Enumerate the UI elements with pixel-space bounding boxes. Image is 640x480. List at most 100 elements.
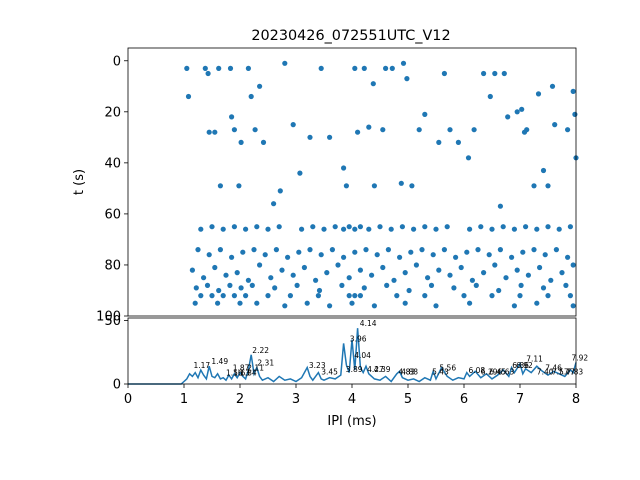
raster-point — [565, 127, 571, 133]
raster-point — [523, 224, 529, 230]
raster-point — [361, 65, 367, 71]
peak-label: 1.84 — [240, 369, 257, 378]
histogram-frame — [127, 317, 577, 385]
raster-point — [352, 293, 358, 299]
peak-label: 4.88 — [401, 367, 418, 376]
raster-title: 20230426_072551UTC_V12 — [251, 28, 450, 44]
raster-point — [254, 224, 260, 230]
raster-point — [220, 293, 226, 299]
raster-point — [249, 282, 255, 288]
raster-point — [455, 139, 461, 145]
raster-point — [441, 247, 447, 253]
raster-point — [204, 282, 211, 288]
raster-point — [220, 226, 226, 232]
peak-label: 2.22 — [252, 346, 269, 355]
raster-point — [238, 139, 244, 145]
raster-point — [366, 226, 372, 232]
peak-label: 5.43 — [432, 367, 449, 376]
raster-point — [563, 282, 569, 288]
raster-point — [282, 303, 288, 309]
raster-point — [411, 226, 417, 232]
raster-point — [389, 65, 395, 71]
peak-label: 4.27 — [367, 365, 384, 374]
raster-point — [559, 270, 565, 276]
raster-point — [447, 127, 453, 133]
peak-label: 7.40 — [537, 367, 554, 376]
histogram-x-tick-label: 4 — [348, 392, 356, 407]
raster-point — [251, 247, 257, 253]
raster-point — [408, 249, 414, 255]
raster-point — [531, 183, 537, 189]
histogram-x-label: IPI (ms) — [327, 414, 376, 429]
raster-point — [265, 293, 271, 299]
raster-point — [245, 277, 251, 283]
raster-point — [231, 293, 237, 299]
raster-point — [195, 247, 201, 253]
raster-point — [553, 247, 560, 253]
raster-point — [511, 303, 517, 309]
peak-label: 7.77 — [558, 367, 575, 376]
histogram-x-tick-label: 7 — [516, 392, 524, 407]
raster-point — [542, 252, 548, 258]
raster-point — [406, 287, 412, 294]
raster-point — [287, 293, 293, 299]
raster-point — [205, 70, 211, 77]
raster-point — [565, 254, 571, 260]
peak-label: 3.89 — [346, 365, 363, 374]
raster-point — [519, 106, 525, 112]
raster-point — [399, 224, 405, 230]
raster-point — [572, 111, 578, 117]
raster-point — [357, 267, 363, 273]
peak-label: 4.04 — [354, 351, 371, 360]
raster-point — [501, 70, 507, 77]
raster-y-tick-label: 100 — [96, 310, 121, 325]
raster-y-ticks: 0 20 40 60 80 100 — [96, 54, 128, 325]
raster-point — [285, 254, 291, 260]
raster-point — [531, 247, 537, 253]
peak-label: 1.17 — [194, 361, 211, 370]
histogram-line — [128, 328, 577, 385]
raster-point — [369, 272, 375, 278]
raster-point — [321, 226, 327, 232]
raster-point — [212, 264, 218, 271]
raster-point — [422, 111, 428, 117]
raster-point — [370, 81, 376, 87]
raster-point — [231, 127, 237, 133]
raster-point — [400, 60, 407, 66]
raster-point — [193, 285, 199, 291]
raster-point — [341, 226, 347, 232]
raster-point — [540, 167, 547, 174]
raster-point — [262, 252, 268, 258]
raster-point — [335, 262, 341, 268]
raster-point — [552, 122, 558, 128]
raster-point — [458, 264, 464, 271]
raster-point — [229, 114, 235, 120]
raster-point — [216, 287, 222, 294]
raster-point — [304, 300, 310, 306]
raster-point — [245, 65, 251, 71]
raster-point — [441, 70, 447, 77]
raster-point — [276, 224, 282, 230]
raster-point — [481, 70, 487, 77]
raster-point — [257, 262, 263, 268]
raster-point — [570, 88, 576, 94]
raster-point — [394, 293, 400, 299]
raster-point — [436, 139, 442, 145]
raster-point — [313, 277, 319, 283]
raster-point — [436, 267, 442, 273]
raster-point — [229, 254, 235, 260]
peak-label: 4.83 — [399, 367, 416, 376]
raster-point — [355, 129, 361, 135]
raster-point — [402, 270, 408, 276]
raster-point — [318, 65, 324, 71]
raster-point — [540, 285, 547, 291]
raster-point — [282, 60, 288, 66]
peak-label: 2.11 — [247, 364, 264, 373]
raster-point — [451, 285, 457, 291]
peak-label: 1.87 — [233, 364, 250, 373]
histogram-x-tick-label: 6 — [460, 392, 468, 407]
histogram-x-tick-label: 1 — [180, 392, 188, 407]
raster-point — [404, 76, 410, 82]
raster-point — [202, 65, 208, 71]
raster-point — [380, 127, 386, 133]
